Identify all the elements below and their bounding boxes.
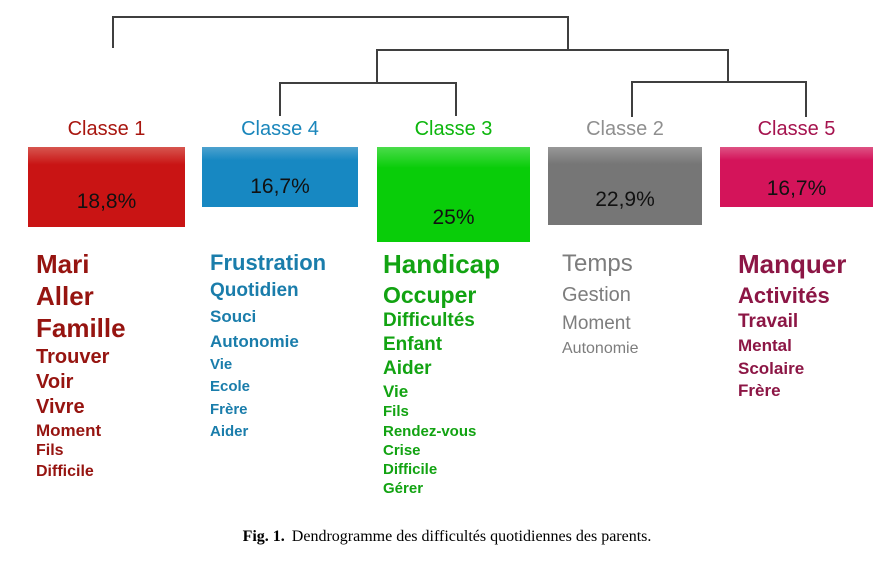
word-item: Frère	[210, 400, 248, 418]
class-word-list: Manquer Activités Travail Mental Scolaire Frè…	[738, 249, 847, 404]
class-word-list: Handicap Occuper Difficultés Enfant Aider Vie…	[383, 249, 501, 500]
dendrogram-tree	[112, 16, 807, 117]
word-item: Fils	[383, 403, 409, 421]
word-item: Scolaire	[738, 358, 805, 378]
class-label: Classe 4	[241, 118, 319, 140]
word-item: Vie	[383, 381, 409, 401]
class-percentage: 22,9%	[595, 188, 655, 211]
word-item: Trouver	[36, 345, 110, 368]
word-item: Occuper	[383, 281, 477, 308]
caption-label: Fig. 1.	[242, 528, 285, 545]
word-item: Frère	[738, 381, 781, 401]
word-item: Mari	[36, 249, 90, 279]
class-percentage: 25%	[432, 206, 475, 229]
word-item: Autonomie	[210, 331, 299, 351]
word-item: Travail	[738, 311, 799, 333]
word-item: Activités	[738, 282, 830, 308]
word-item: Fils	[36, 442, 64, 460]
word-item: Quotidien	[210, 280, 299, 302]
tree-branch-classe4-classe3	[279, 82, 457, 116]
figure-caption: Fig. 1. Dendrogramme des difficultés quot…	[0, 528, 894, 546]
class-word-list: Temps Gestion Moment Autonomie	[562, 250, 639, 365]
class-box: 16,7%	[720, 147, 873, 207]
class-label: Classe 3	[414, 118, 493, 140]
class-percentage: 18,8%	[76, 190, 137, 213]
class-label: Classe 2	[586, 118, 664, 140]
word-item: Frustration	[210, 250, 327, 275]
word-item: Moment	[562, 312, 631, 334]
word-item: Temps	[562, 250, 633, 277]
word-item: Difficile	[36, 462, 94, 480]
tree-branch-level2	[376, 49, 729, 83]
word-item: Enfant	[383, 334, 443, 356]
word-item: Difficultés	[383, 310, 475, 332]
word-item: Gestion	[562, 283, 631, 306]
class-box: 16,7%	[202, 147, 358, 207]
word-item: Vie	[210, 356, 233, 374]
class-word-list: Mari Aller Famille Trouver Voir Vivre Moment Fi…	[36, 249, 126, 483]
word-item: Famille	[36, 312, 126, 343]
word-item: Manquer	[738, 249, 847, 279]
caption-text: Dendrogramme des difficultés quotidienne…	[291, 528, 652, 545]
word-item: Souci	[210, 307, 257, 327]
word-item: Mental	[738, 336, 792, 356]
class-box: 22,9%	[548, 147, 702, 225]
class-box: 18,8%	[28, 147, 185, 227]
class-percentage: 16,7%	[250, 175, 310, 198]
class-word-list: Frustration Quotidien Souci Autonomie Vie Eco…	[210, 250, 326, 445]
word-item: Voir	[36, 370, 74, 393]
word-item: Autonomie	[562, 340, 639, 358]
word-item: Vivre	[36, 395, 85, 418]
word-item: Difficile	[383, 461, 438, 479]
tree-branch-root	[112, 16, 569, 50]
tree-branch-classe2-classe5	[631, 81, 807, 117]
class-label: Classe 5	[757, 118, 836, 140]
word-item: Aller	[36, 280, 94, 311]
word-item: Aider	[210, 422, 249, 440]
word-item: Moment	[36, 420, 102, 440]
word-item: Crise	[383, 441, 421, 459]
word-item: Aider	[383, 358, 432, 380]
word-item: Handicap	[383, 249, 501, 279]
class-box: 25%	[377, 147, 530, 242]
class-percentage: 16,7%	[766, 177, 827, 200]
word-item: Gérer	[383, 480, 424, 498]
word-item: Rendez-vous	[383, 422, 477, 440]
word-item: Ecole	[210, 378, 251, 396]
class-label: Classe 1	[67, 118, 146, 140]
